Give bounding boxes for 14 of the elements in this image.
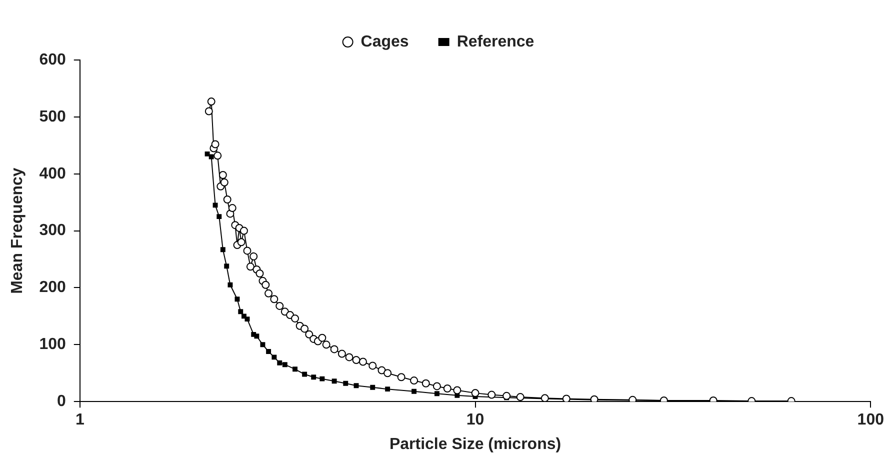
y-tick-label: 600 <box>39 51 66 68</box>
x-tick-label: 100 <box>857 412 884 429</box>
y-axis-title: Mean Frequency <box>9 168 26 294</box>
x-axis-title: Particle Size (microns) <box>389 436 562 453</box>
y-tick-label: 400 <box>39 165 66 182</box>
legend-label: Reference <box>456 33 534 50</box>
y-tick-label: 500 <box>39 108 66 126</box>
y-tick-label: 0 <box>56 393 66 410</box>
x-tick-label: 10 <box>466 412 484 429</box>
y-tick-label: 300 <box>39 222 66 240</box>
y-tick-label: 100 <box>39 336 66 354</box>
legend-label: Cages <box>360 33 409 50</box>
x-tick-label: 1 <box>75 412 84 429</box>
y-tick-label: 200 <box>39 279 66 296</box>
